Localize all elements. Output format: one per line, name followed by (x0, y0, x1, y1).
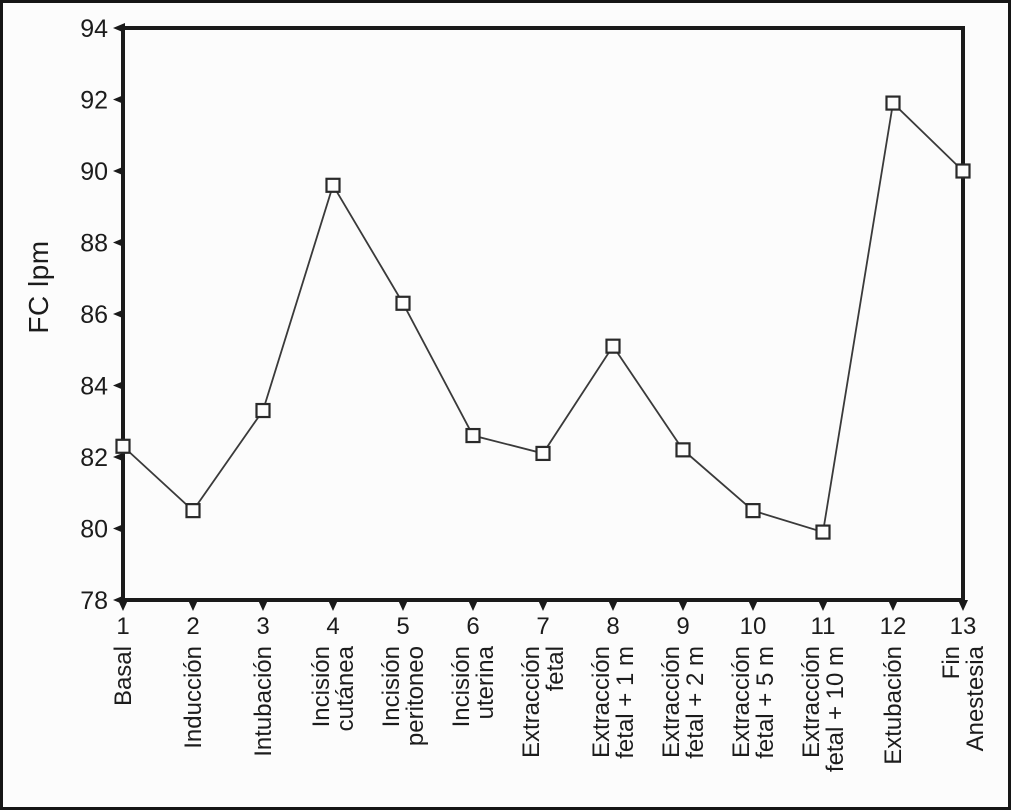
x-tick-number: 9 (676, 613, 689, 640)
y-tick-label: 84 (80, 373, 108, 401)
y-axis-title: FC lpm (23, 240, 54, 334)
data-point-marker (535, 445, 551, 462)
x-category-label: fetal + 5 m (752, 646, 779, 759)
x-category-label: fetal + 2 m (682, 646, 709, 759)
data-point-marker (675, 442, 691, 458)
x-tick-number: 13 (950, 613, 977, 640)
x-tick-number: 8 (606, 613, 619, 640)
data-point-marker (325, 177, 341, 193)
y-tick (113, 23, 125, 33)
x-category-label: Extubación (880, 646, 907, 765)
x-tick (888, 600, 898, 611)
y-tick (113, 452, 125, 462)
x-category-label: fetal + 10 m (822, 646, 849, 772)
y-tick-label: 86 (80, 301, 108, 329)
x-category-label: Extracción (518, 646, 545, 758)
x-category-label: Extracción (658, 646, 685, 758)
x-tick-number: 10 (740, 613, 767, 640)
x-category-label: uterina (472, 645, 499, 719)
x-tick-number: 4 (326, 613, 339, 640)
y-tick (113, 523, 125, 534)
y-tick (113, 309, 125, 319)
data-point-marker (605, 338, 621, 354)
x-category-label: Incisión (378, 646, 405, 727)
x-tick (468, 600, 478, 611)
x-tick (398, 600, 408, 611)
x-category-label: Inducción (180, 646, 207, 749)
x-tick (538, 600, 548, 611)
x-tick (678, 600, 688, 611)
data-point-marker (185, 503, 201, 519)
y-tick-label: 94 (80, 15, 108, 43)
x-category-label: peritoneo (402, 646, 429, 746)
x-tick-number: 1 (116, 613, 129, 640)
x-tick-number: 6 (466, 613, 479, 640)
x-category-label: Extracción (798, 646, 825, 758)
x-tick (258, 600, 268, 611)
data-point-marker (955, 163, 971, 179)
x-category-label: Anestesia (962, 645, 989, 751)
x-tick (748, 600, 758, 611)
data-point-marker (255, 402, 271, 419)
y-tick-label: 90 (80, 158, 108, 186)
y-tick (113, 380, 125, 391)
data-point-marker (465, 427, 481, 444)
x-category-label: fetal + 1 m (612, 646, 639, 759)
x-tick (818, 600, 828, 611)
y-tick (113, 94, 125, 105)
x-tick-number: 11 (811, 613, 836, 640)
x-category-label: Extracción (588, 646, 615, 758)
x-category-label: cutánea (332, 645, 359, 731)
x-category-label: fetal (542, 646, 569, 691)
y-tick-label: 80 (80, 516, 108, 544)
y-tick-label: 88 (80, 230, 108, 258)
y-tick-label: 82 (80, 444, 108, 472)
y-tick (113, 166, 125, 176)
x-category-label: Extracción (728, 646, 755, 758)
x-category-label: Basal (110, 646, 137, 706)
x-tick (188, 600, 198, 611)
data-point-marker (815, 524, 831, 540)
y-tick-label: 78 (80, 587, 108, 615)
y-tick (113, 237, 125, 248)
x-category-label: Fin (938, 646, 965, 679)
x-tick-number: 3 (256, 613, 269, 640)
data-point-marker (395, 295, 411, 311)
x-tick-number: 7 (536, 613, 549, 640)
x-tick-number: 2 (186, 613, 199, 640)
x-category-label: Incisión (448, 646, 475, 727)
x-tick-number: 12 (880, 613, 907, 640)
data-point-marker (885, 95, 901, 111)
x-category-label: Incisión (308, 646, 335, 727)
x-tick-number: 5 (396, 613, 409, 640)
data-point-marker (115, 438, 131, 454)
x-tick (608, 600, 618, 611)
y-tick-label: 92 (80, 87, 108, 115)
x-tick (328, 600, 338, 611)
x-tick (118, 600, 128, 611)
data-point-marker (745, 503, 761, 519)
x-tick (958, 600, 968, 611)
x-category-label: Intubación (250, 646, 277, 757)
